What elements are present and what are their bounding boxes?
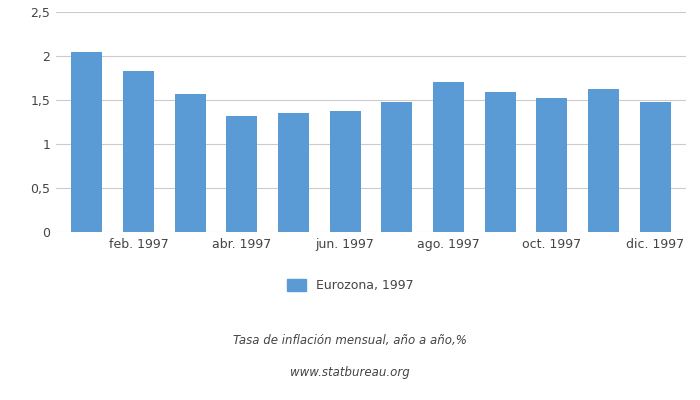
Bar <box>433 82 464 232</box>
Bar <box>536 98 567 232</box>
Text: www.statbureau.org: www.statbureau.org <box>290 366 410 379</box>
Bar <box>278 113 309 232</box>
Bar <box>382 102 412 232</box>
Bar <box>123 71 154 232</box>
Bar <box>640 102 671 232</box>
Legend: Eurozona, 1997: Eurozona, 1997 <box>282 274 418 297</box>
Bar <box>71 52 102 232</box>
Bar <box>484 92 516 232</box>
Bar <box>330 110 360 232</box>
Bar <box>175 94 206 232</box>
Bar <box>588 88 619 232</box>
Text: Tasa de inflación mensual, año a año,%: Tasa de inflación mensual, año a año,% <box>233 334 467 347</box>
Bar <box>226 116 258 232</box>
